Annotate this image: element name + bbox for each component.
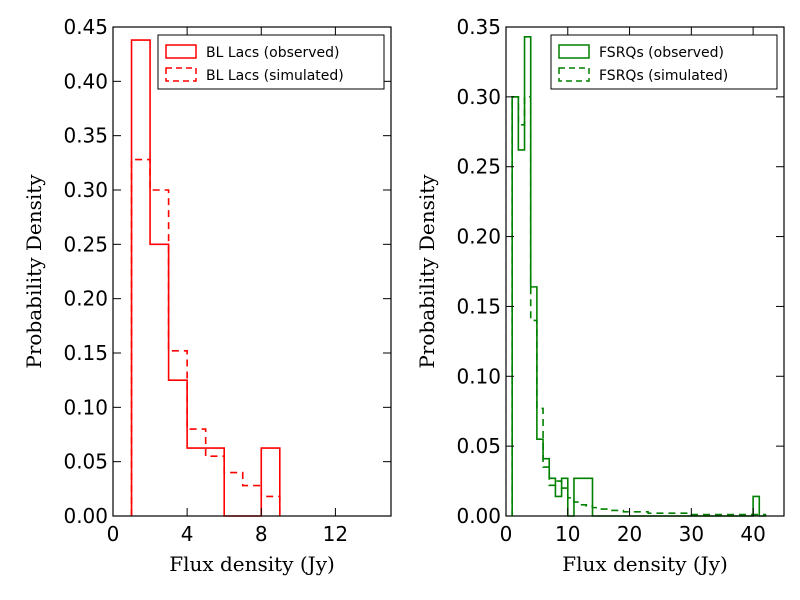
x-tick-label: 40 [740, 522, 765, 546]
y-tick-label: 0.35 [63, 124, 108, 148]
legend-label: BL Lacs (simulated) [206, 68, 344, 84]
y-axis-label: Probability Density [415, 174, 439, 369]
legend-swatch-solid [558, 44, 590, 59]
legend: BL Lacs (observed) BL Lacs (simulated) [157, 34, 385, 90]
x-tick-label: 8 [255, 522, 268, 546]
y-tick-label: 0.20 [456, 225, 501, 249]
y-tick-label: 0.30 [63, 178, 108, 202]
y-tick-label: 0.35 [456, 15, 501, 39]
y-tick-label: 0.45 [63, 15, 108, 39]
x-axis-label: Flux density (Jy) [169, 552, 335, 576]
legend-label: FSRQs (simulated) [599, 68, 728, 84]
series-0-1-simulated [130, 158, 281, 516]
y-tick-label: 0.30 [456, 85, 501, 109]
legend-swatch-dashed [165, 67, 197, 82]
y-tick-label: 0.20 [63, 287, 108, 311]
x-tick-label: 10 [555, 522, 580, 546]
y-tick-label: 0.05 [456, 434, 501, 458]
x-tick-label: 30 [679, 522, 704, 546]
x-tick-label: 4 [181, 522, 194, 546]
x-tick-label: 12 [323, 522, 348, 546]
y-tick-label: 0.10 [63, 395, 108, 419]
y-tick-label: 0.15 [456, 294, 501, 318]
x-tick-label: 0 [107, 522, 120, 546]
y-tick-label: 0.25 [456, 155, 501, 179]
legend-label: FSRQs (observed) [599, 45, 724, 61]
series-1-0-observed [511, 35, 766, 517]
panel-bl-lacs: 0 4 8 12 0.00 0.05 0.10 0.15 0.20 0.25 0.30 0.35 0.4… [22, 15, 392, 576]
series-1-1-simulated [511, 96, 767, 516]
y-tick-label: 0.15 [63, 341, 108, 365]
legend-swatch-dashed [558, 67, 590, 82]
y-tick-label: 0.05 [63, 450, 108, 474]
panel-fsrqs: 0 10 20 30 40 0.00 0.05 0.10 0.15 0.20 0.25 0.30 0.3… [415, 15, 785, 576]
legend-label: BL Lacs (observed) [206, 45, 340, 61]
legend: FSRQs (observed) FSRQs (simulated) [550, 34, 778, 90]
y-tick-label: 0.40 [63, 69, 108, 93]
y-axis-label: Probability Density [22, 174, 46, 369]
y-tick-label: 0.00 [63, 504, 108, 528]
y-tick-label: 0.25 [63, 232, 108, 256]
series-0-0-observed [130, 39, 281, 517]
legend-swatch-solid [165, 44, 197, 59]
y-tick-label: 0.00 [456, 504, 501, 528]
x-tick-label: 20 [617, 522, 642, 546]
plot-frame [505, 26, 785, 517]
y-tick-label: 0.10 [456, 364, 501, 388]
x-axis-label: Flux density (Jy) [562, 552, 728, 576]
x-tick-label: 0 [500, 522, 513, 546]
plot-frame [112, 26, 392, 517]
